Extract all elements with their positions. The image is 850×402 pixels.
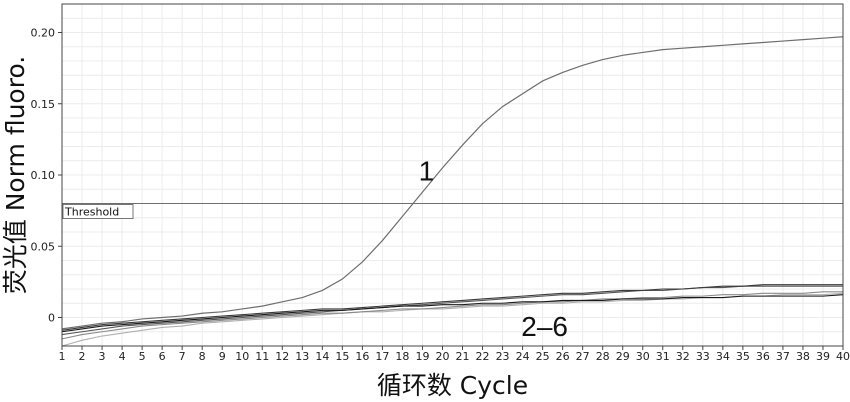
y-axis-title: 荧光值 Norm fluoro. — [1, 56, 30, 295]
x-tick-label: 17 — [375, 350, 389, 363]
x-tick-label: 27 — [576, 350, 590, 363]
series-line-4 — [61, 285, 843, 336]
x-tick-label: 30 — [636, 350, 650, 363]
x-tick-label: 15 — [335, 350, 349, 363]
x-tick-label: 13 — [295, 350, 309, 363]
x-tick-label: 23 — [496, 350, 510, 363]
x-tick-label: 11 — [255, 350, 269, 363]
x-tick-label: 8 — [199, 350, 206, 363]
series-line-2 — [61, 294, 844, 333]
x-tick-label: 36 — [756, 350, 770, 363]
y-tick-label: 0.10 — [31, 169, 56, 182]
y-tick-label: 0.15 — [31, 98, 56, 111]
x-tick-label: 4 — [119, 350, 126, 363]
x-tick-label: 6 — [159, 350, 166, 363]
series-line-1 — [61, 36, 844, 330]
x-tick-label: 20 — [435, 350, 449, 363]
x-tick-label: 19 — [415, 350, 429, 363]
x-tick-label: 18 — [395, 350, 409, 363]
x-tick-label: 10 — [235, 350, 249, 363]
x-tick-label: 38 — [796, 350, 810, 363]
series-layer — [61, 36, 844, 347]
x-tick-label: 25 — [536, 350, 550, 363]
x-tick-label: 26 — [556, 350, 570, 363]
y-tick-label: 0.05 — [31, 240, 56, 253]
x-tick-label: 39 — [816, 350, 830, 363]
x-tick-label: 1 — [59, 350, 66, 363]
x-tick-label: 9 — [219, 350, 226, 363]
series-line-5 — [61, 291, 843, 340]
x-tick-label: 33 — [696, 350, 710, 363]
threshold-label: Threshold — [64, 206, 119, 219]
threshold-group: Threshold — [62, 203, 843, 219]
x-tick-label: 5 — [139, 350, 146, 363]
y-tick-label: 0 — [48, 312, 55, 325]
x-tick-label: 37 — [776, 350, 790, 363]
x-tick-label: 28 — [596, 350, 610, 363]
x-tick-label: 22 — [476, 350, 490, 363]
x-tick-label: 2 — [79, 350, 86, 363]
x-tick-label: 14 — [315, 350, 329, 363]
series-line-3 — [61, 284, 843, 331]
y-axis-ticks: 0 0.05 0.10 0.15 0.20 — [31, 27, 62, 325]
x-axis-ticks: 1 2 3 4 5 6 7 8 9 10 11 12 13 14 15 16 17 18 19 20 21 22 23 24 2… — [59, 346, 850, 363]
x-tick-label: 16 — [355, 350, 369, 363]
x-tick-label: 24 — [516, 350, 530, 363]
x-tick-label: 34 — [716, 350, 730, 363]
x-tick-label: 31 — [656, 350, 670, 363]
x-tick-label: 21 — [456, 350, 470, 363]
threshold-label-box — [62, 204, 134, 219]
x-tick-label: 32 — [676, 350, 690, 363]
x-axis-title: 循环数 Cycle — [377, 371, 528, 400]
series-1-annotation: 1 — [419, 156, 435, 187]
x-tick-label: 3 — [99, 350, 106, 363]
series-2-6-annotation: 2–6 — [521, 311, 568, 342]
x-tick-label: 7 — [179, 350, 186, 363]
x-tick-label: 29 — [616, 350, 630, 363]
x-tick-label: 40 — [836, 350, 850, 363]
x-tick-label: 12 — [275, 350, 289, 363]
y-tick-label: 0.20 — [31, 27, 56, 40]
grid — [61, 3, 844, 346]
x-tick-label: 35 — [736, 350, 750, 363]
